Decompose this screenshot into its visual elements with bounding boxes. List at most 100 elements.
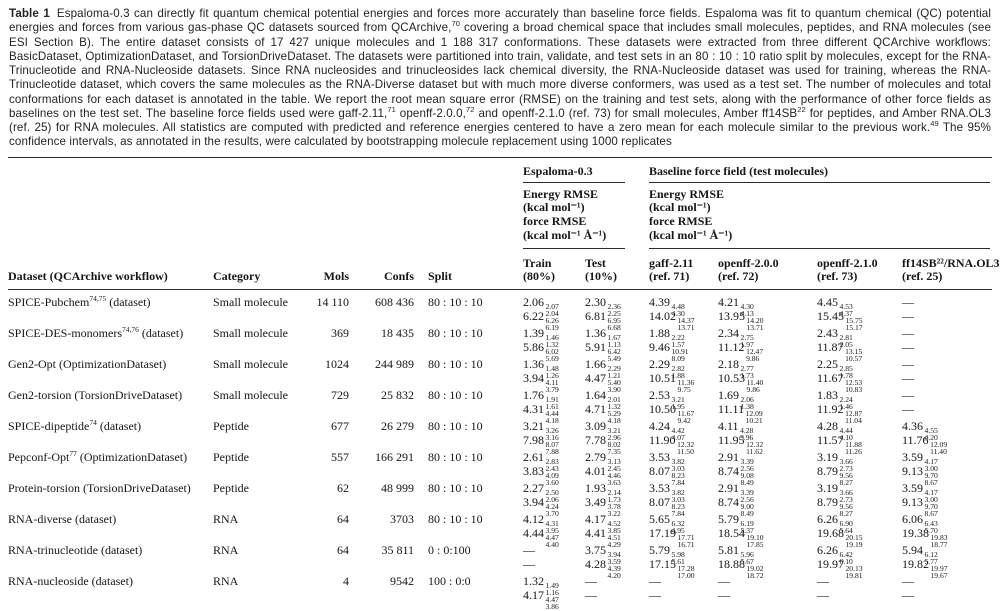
confidence-interval: 4.31 3.95 — [545, 519, 559, 535]
force-rmse-value: 4.28 4.39 4.20 — [585, 557, 649, 579]
ci-lower: 1.13 — [607, 339, 621, 349]
ci-lower: 3.95 — [545, 525, 559, 535]
rmse-mean: 18.54 — [718, 526, 745, 541]
confidence-interval: 5.98 5.61 — [672, 550, 685, 565]
confidence-interval: 4.42 4.07 — [671, 425, 685, 442]
rmse-mean: 9.13 — [902, 464, 923, 479]
force-rmse-value: 9.13 9.70 8.67 — [902, 495, 992, 517]
rmse-cell: — — — [718, 572, 817, 603]
split-cell: 0 : 0:100 — [428, 542, 471, 557]
dataset-cell: RNA-trinucleotide (dataset) — [8, 541, 213, 572]
energy-rmse-value: — — [523, 542, 535, 557]
ci-upper: 3.39 — [740, 487, 754, 497]
force-rmse-value: 9.13 9.70 8.67 — [902, 464, 992, 486]
ci-upper: 17.71 — [677, 533, 695, 543]
ci-upper: 3.21 — [671, 394, 685, 404]
table-row: Pepconf-Opt77 (OptimizationDataset) Pepti… — [8, 448, 992, 487]
ci-upper: 12.32 — [746, 440, 764, 450]
ci-upper: 3.82 — [671, 456, 685, 466]
ci-lower: 2.45 — [607, 463, 621, 473]
ci-lower: 19.81 — [845, 571, 863, 581]
force-rmse-value: 11.95 12.32 11.62 — [718, 433, 817, 455]
force-rmse-value: 17.15 17.28 17.00 — [649, 557, 718, 579]
rmse-mean: 14.02 — [649, 309, 676, 324]
confidence-interval: 2.77 1.73 — [741, 364, 754, 379]
table-row: SPICE-dipeptide74 (dataset) Peptide 677 26 … — [8, 417, 992, 456]
rmse-mean: 11.67 — [817, 371, 844, 386]
confidence-interval: 2.01 1.32 — [608, 395, 621, 410]
ci-upper: 3.21 — [607, 425, 621, 435]
confidence-interval: 4.47 3.86 — [546, 596, 559, 611]
column-header-category: Category — [213, 248, 313, 290]
column-header-split: Split — [428, 248, 523, 290]
force-rmse-value: 11.76 12.09 11.40 — [902, 433, 992, 455]
dataset-name: SPICE-DES-monomers — [8, 325, 122, 340]
force-rmse-value: 10.53 11.40 9.86 — [718, 371, 817, 393]
confidence-interval: 14.37 13.71 — [678, 317, 695, 332]
ci-lower: 3.60 — [545, 478, 559, 488]
energy-rmse-value: 1.32 1.49 1.16 — [523, 574, 585, 596]
rmse-cell: 3.53 3.82 3.03 8.07 8.23 7.84 — [649, 479, 718, 518]
ci-upper: 4.42 — [671, 425, 685, 435]
ci-upper: 8.07 — [545, 440, 559, 450]
rmse-mean: 1.76 — [523, 387, 544, 402]
ci-lower: 3.79 — [545, 385, 559, 395]
confidence-interval: 11.67 9.42 — [678, 410, 695, 425]
force-rmse-value: 4.01 4.46 3.63 — [585, 464, 649, 486]
dataset-cell: Gen2-torsion (TorsionDriveDataset) — [8, 386, 213, 417]
ci-lower: 8.27 — [839, 509, 853, 519]
rmse-mean: 4.71 — [585, 402, 606, 417]
ci-lower: 1.32 — [545, 339, 559, 349]
ci-lower: 2.73 — [839, 463, 853, 473]
column-header-line: (80%) — [523, 269, 555, 284]
ci-lower: 2.04 — [545, 308, 559, 318]
rmse-mean: 2.25 — [817, 356, 838, 371]
rmse-cell: — — — [902, 324, 992, 355]
rmse-mean: 8.07 — [649, 495, 670, 510]
rmse-cell: 2.61 2.83 2.43 3.83 4.09 3.60 — [523, 448, 585, 487]
rmse-cell: — — — [523, 541, 585, 572]
force-rmse-value: 9.46 10.91 8.09 — [649, 340, 718, 362]
rmse-units-line: (kcal mol⁻¹) — [523, 200, 585, 215]
caption-text: covering a broad chemical space that inc… — [9, 21, 991, 120]
force-rmse-value: 17.19 17.71 16.71 — [649, 526, 718, 548]
ci-upper: 4.52 — [607, 518, 621, 528]
rmse-mean: 10.50 — [649, 402, 676, 417]
rmse-cell: 2.34 2.75 1.97 11.12 12.47 9.86 — [718, 324, 817, 363]
rmse-units-spacer — [8, 183, 523, 249]
confidence-interval: 9.00 8.49 — [741, 503, 754, 518]
ci-upper: 19.97 — [930, 564, 948, 574]
ci-upper: 6.02 — [545, 347, 559, 357]
column-header-line: ff14SB²²/RNA.OL3 — [902, 255, 1000, 270]
force-rmse-value: 6.22 6.26 6.19 — [523, 309, 585, 331]
energy-rmse-value: 3.59 4.17 3.00 — [902, 481, 992, 503]
force-rmse-value: 8.07 8.23 7.84 — [649, 495, 718, 517]
split-cell: 80 : 10 : 10 — [428, 480, 483, 495]
rmse-cell: 4.12 4.31 3.95 4.44 4.47 4.40 — [523, 510, 585, 549]
ci-lower: 3.59 — [607, 556, 621, 566]
caption-text: for peptides, and Amber RNA.OL3 (ref. 25… — [9, 106, 991, 134]
rmse-mean: 1.88 — [649, 325, 670, 340]
caption-ref-superscript: 70 — [451, 19, 460, 29]
ci-lower: 3.70 — [545, 509, 559, 519]
rmse-mean: 6.26 — [817, 542, 838, 557]
energy-rmse-value: — — [649, 573, 661, 588]
rmse-cell: 4.24 4.42 4.07 11.90 12.32 11.50 — [649, 417, 718, 456]
ci-lower: 4.07 — [671, 432, 685, 442]
energy-rmse-value: 6.26 6.90 5.64 — [817, 512, 902, 534]
energy-rmse-value: 4.36 4.55 4.20 — [902, 419, 992, 441]
rmse-mean: 5.65 — [649, 511, 670, 526]
rmse-mean: 3.19 — [817, 480, 838, 495]
energy-rmse-value: 4.12 4.31 3.95 — [523, 512, 585, 534]
ci-lower: 9.75 — [677, 385, 691, 395]
rmse-mean: 4.24 — [649, 418, 670, 433]
ci-lower: 4.30 — [671, 308, 685, 318]
confidence-interval: 10.91 8.09 — [672, 348, 689, 363]
confidence-interval: 2.06 1.38 — [741, 395, 754, 410]
confidence-interval: 6.43 5.70 — [925, 519, 938, 534]
ci-upper: 8.23 — [671, 471, 685, 481]
ci-lower: 2.25 — [607, 308, 621, 318]
ci-upper: 20.13 — [845, 564, 863, 574]
table-row: Gen2-Opt (OptimizationDataset) Small mole… — [8, 355, 992, 394]
force-rmse-value: — — [718, 588, 730, 603]
